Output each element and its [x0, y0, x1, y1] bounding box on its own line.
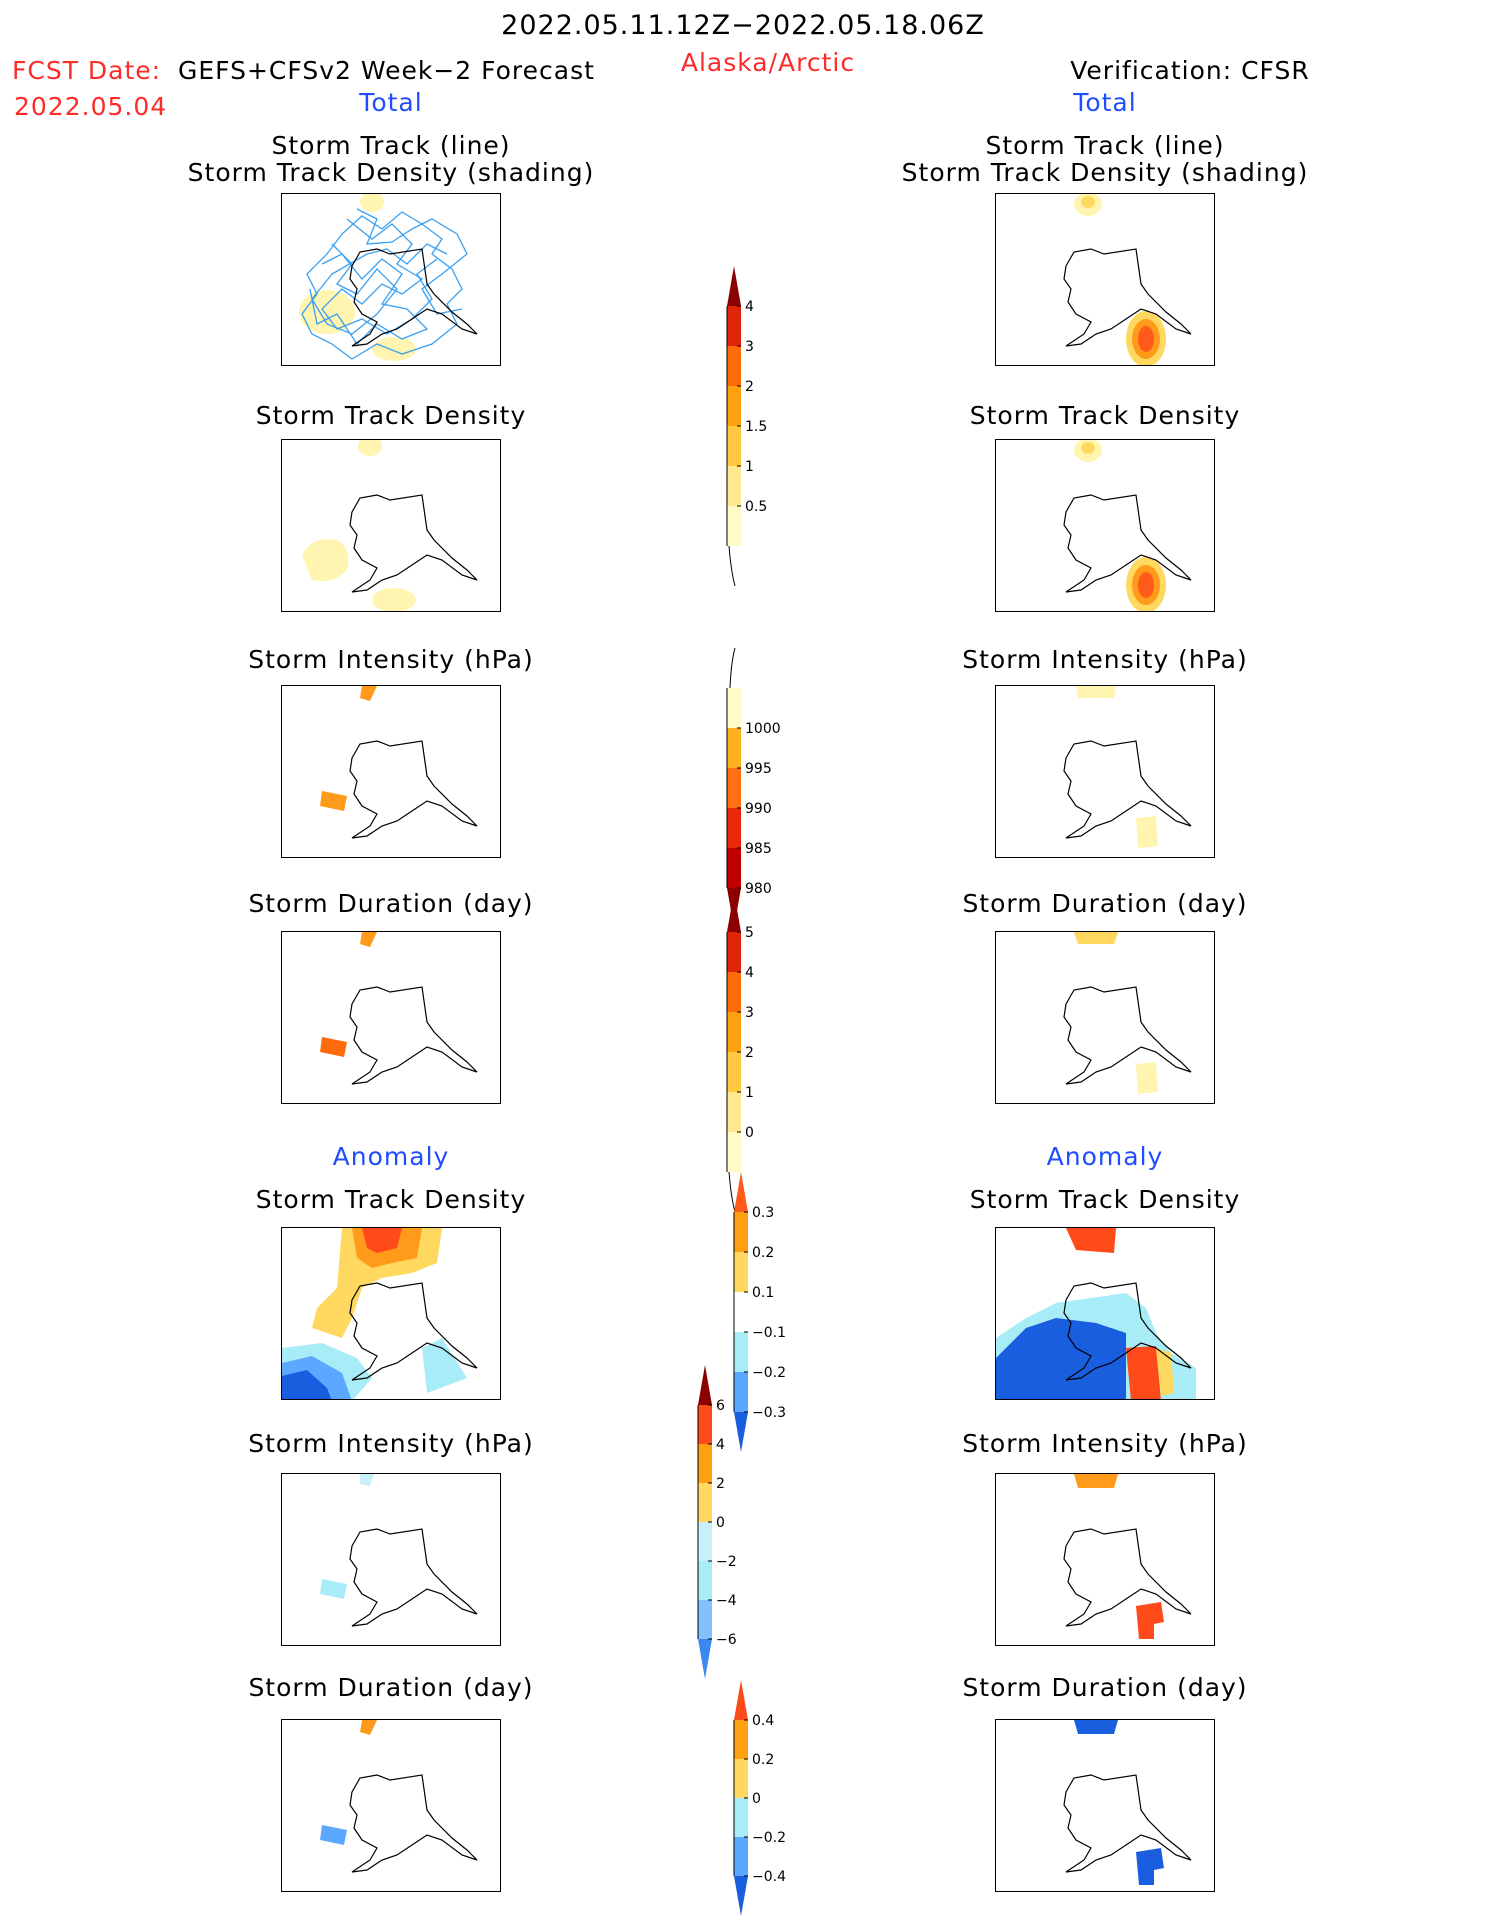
colorbar-label: 3 [745, 1005, 754, 1021]
title-anom-density-right: Storm Track Density [969, 1185, 1241, 1214]
colorbar-label: −0.4 [752, 1869, 786, 1885]
colorbar-label: 2 [745, 379, 754, 395]
colorbar-duration: 5 4 3 2 1 0 [726, 892, 754, 1213]
colorbar-label: −6 [716, 1632, 737, 1648]
date-range-title: 2022.05.11.12Z−2022.05.18.06Z [501, 10, 985, 41]
forecast-name: GEFS+CFSv2 Week−2 Forecast [178, 56, 595, 85]
map-verif-storm-track-density [995, 439, 1215, 612]
colorbar-label: −0.2 [752, 1365, 786, 1381]
colorbar-label: 0.1 [752, 1285, 774, 1301]
colorbar-label: −2 [716, 1554, 737, 1570]
title-storm-intensity-left: Storm Intensity (hPa) [248, 645, 534, 674]
colorbar-label: 1.5 [745, 419, 767, 435]
title-anom-duration-right: Storm Duration (day) [962, 1673, 1248, 1702]
map-fcst-anom-density [281, 1227, 501, 1400]
map-verif-anom-intensity [995, 1473, 1215, 1646]
map-fcst-storm-duration [281, 931, 501, 1104]
colorbar-label: 4 [716, 1437, 725, 1453]
title-storm-track-shading-left: Storm Track Density (shading) [187, 158, 595, 187]
title-anom-intensity-left: Storm Intensity (hPa) [248, 1429, 534, 1458]
map-verif-storm-intensity [995, 685, 1215, 858]
map-verif-anom-duration [995, 1719, 1215, 1892]
map-fcst-storm-track-density [281, 439, 501, 612]
colorbar-label: 980 [745, 881, 772, 897]
title-storm-track-line-left: Storm Track (line) [271, 131, 511, 160]
title-storm-track-density-left: Storm Track Density [255, 401, 527, 430]
colorbar-label: 4 [745, 965, 754, 981]
title-storm-duration-left: Storm Duration (day) [248, 889, 534, 918]
colorbar-density-anom: 0.3 0.2 0.1 −0.1 −0.2 −0.3 [733, 1172, 786, 1452]
colorbar-label: 0.4 [752, 1713, 774, 1729]
colorbar-label: −0.2 [752, 1830, 786, 1846]
section-total-left: Total [359, 88, 423, 117]
title-anom-density-left: Storm Track Density [255, 1185, 527, 1214]
section-total-right: Total [1073, 88, 1137, 117]
region-label: Alaska/Arctic [680, 48, 856, 77]
colorbar-label: 990 [745, 801, 772, 817]
colorbar-label: 4 [745, 299, 754, 315]
colorbar-label: 995 [745, 761, 772, 777]
fcst-date-value: 2022.05.04 [14, 92, 168, 121]
colorbar-label: 0.2 [752, 1245, 774, 1261]
colorbar-label: 0 [716, 1515, 725, 1531]
colorbar-duration-anom: 0.4 0.2 0 −0.2 −0.4 [733, 1680, 786, 1916]
title-storm-track-shading-right: Storm Track Density (shading) [901, 158, 1309, 187]
colorbar-label: 0.3 [752, 1205, 774, 1221]
title-storm-duration-right: Storm Duration (day) [962, 889, 1248, 918]
title-storm-intensity-right: Storm Intensity (hPa) [962, 645, 1248, 674]
colorbar-label: 2 [716, 1476, 725, 1492]
map-fcst-anom-duration [281, 1719, 501, 1892]
map-fcst-storm-track [281, 193, 501, 366]
fcst-date-label: FCST Date: [12, 56, 162, 85]
map-verif-storm-duration [995, 931, 1215, 1104]
map-verif-storm-track [995, 193, 1215, 366]
title-storm-track-density-right: Storm Track Density [969, 401, 1241, 430]
colorbar-label: 0.5 [745, 499, 767, 515]
title-storm-track-line-right: Storm Track (line) [985, 131, 1225, 160]
colorbar-intensity: 1000 995 990 985 980 [726, 647, 781, 928]
colorbar-label: 0.2 [752, 1752, 774, 1768]
title-anom-intensity-right: Storm Intensity (hPa) [962, 1429, 1248, 1458]
colorbar-label: 1 [745, 1085, 754, 1101]
colorbar-label: 0 [752, 1791, 761, 1807]
map-fcst-storm-intensity [281, 685, 501, 858]
colorbar-label: 3 [745, 339, 754, 355]
colorbar-label: 0 [745, 1125, 754, 1141]
colorbar-label: 5 [745, 925, 754, 941]
title-anom-duration-left: Storm Duration (day) [248, 1673, 534, 1702]
colorbar-label: 1 [745, 459, 754, 475]
colorbar-label: 2 [745, 1045, 754, 1061]
verification-label: Verification: CFSR [1070, 56, 1310, 85]
colorbar-label: 985 [745, 841, 772, 857]
section-anomaly-left: Anomaly [332, 1142, 450, 1171]
colorbar-label: −4 [716, 1593, 737, 1609]
colorbar-label: −0.1 [752, 1325, 786, 1341]
colorbar-density: 4 3 2 1.5 1 0.5 [726, 266, 767, 587]
colorbar-intensity-anom: 6 4 2 0 −2 −4 −6 [697, 1365, 737, 1679]
map-verif-anom-density [995, 1227, 1215, 1400]
section-anomaly-right: Anomaly [1046, 1142, 1164, 1171]
colorbar-label: 6 [716, 1398, 725, 1414]
colorbar-label: 1000 [745, 721, 781, 737]
colorbar-label: −0.3 [752, 1405, 786, 1421]
map-fcst-anom-intensity [281, 1473, 501, 1646]
